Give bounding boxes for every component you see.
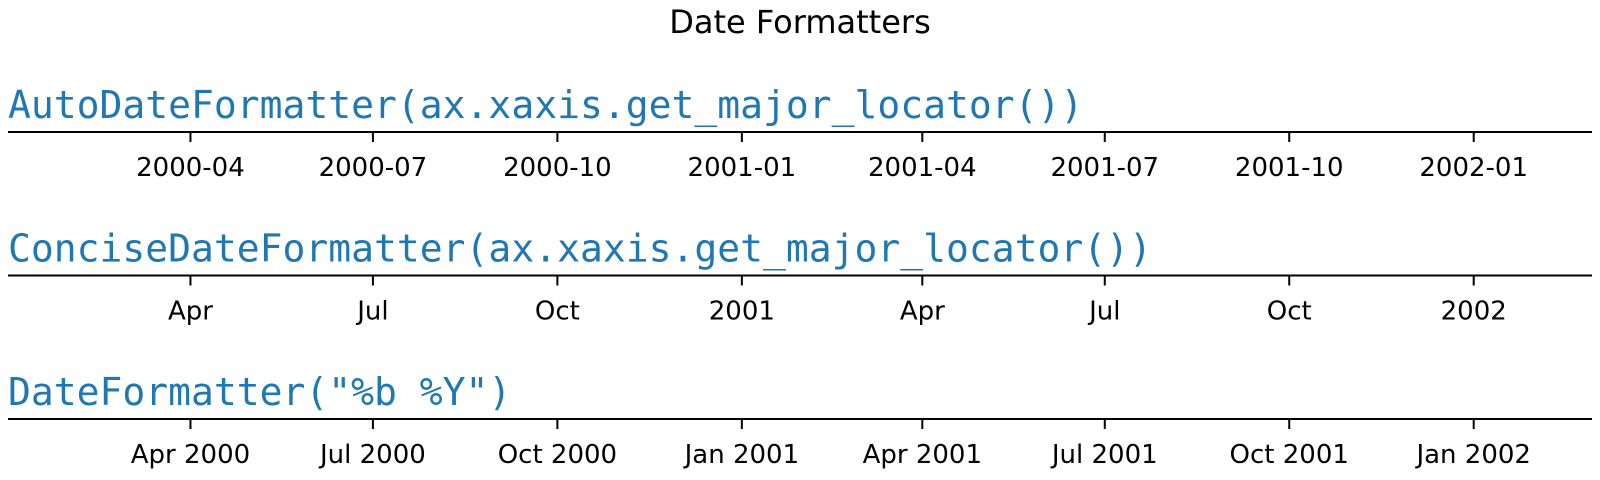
tick-label: Oct (1267, 297, 1312, 327)
tick-label: 2002 (1441, 297, 1507, 327)
tick-label: Jul 2000 (318, 440, 426, 470)
axis-panel-1: AutoDateFormatter(ax.xaxis.get_major_loc… (8, 83, 1592, 183)
tick-label: 2000-04 (136, 153, 245, 183)
tick-label: Oct 2000 (498, 440, 617, 470)
tick-label: 2001 (709, 297, 775, 327)
tick-label: Apr 2000 (131, 440, 250, 470)
tick-label: Oct (535, 297, 580, 327)
tick-label: Apr (900, 297, 945, 327)
tick-label: Jan 2001 (683, 440, 800, 470)
figure-title: Date Formatters (669, 3, 930, 41)
tick-label: Jul 2001 (1050, 440, 1158, 470)
axis-title: ConciseDateFormatter(ax.xaxis.get_major_… (8, 227, 1152, 272)
tick-label: Apr 2001 (863, 440, 982, 470)
tick-label: 2001-04 (868, 153, 977, 183)
tick-label: 2000-10 (503, 153, 612, 183)
axis-panel-2: ConciseDateFormatter(ax.xaxis.get_major_… (8, 227, 1592, 327)
axis-title: AutoDateFormatter(ax.xaxis.get_major_loc… (8, 83, 1083, 128)
axis-panel-3: DateFormatter("%b %Y") Apr 2000 Jul 2000 Oc… (8, 370, 1592, 470)
axis-title: DateFormatter("%b %Y") (8, 370, 511, 414)
tick-label: 2001-10 (1235, 153, 1344, 183)
axis-panels: AutoDateFormatter(ax.xaxis.get_major_loc… (8, 83, 1592, 470)
tick-label: 2000-07 (319, 153, 428, 183)
tick-label: Jan 2002 (1414, 440, 1531, 470)
tick-label: Apr (168, 297, 213, 327)
tick-label: 2001-01 (688, 153, 797, 183)
tick-label: 2001-07 (1050, 153, 1159, 183)
tick-label: Jul (355, 297, 388, 327)
tick-label: 2002-01 (1419, 153, 1528, 183)
tick-label: Jul (1087, 297, 1120, 327)
tick-label: Oct 2001 (1230, 440, 1349, 470)
